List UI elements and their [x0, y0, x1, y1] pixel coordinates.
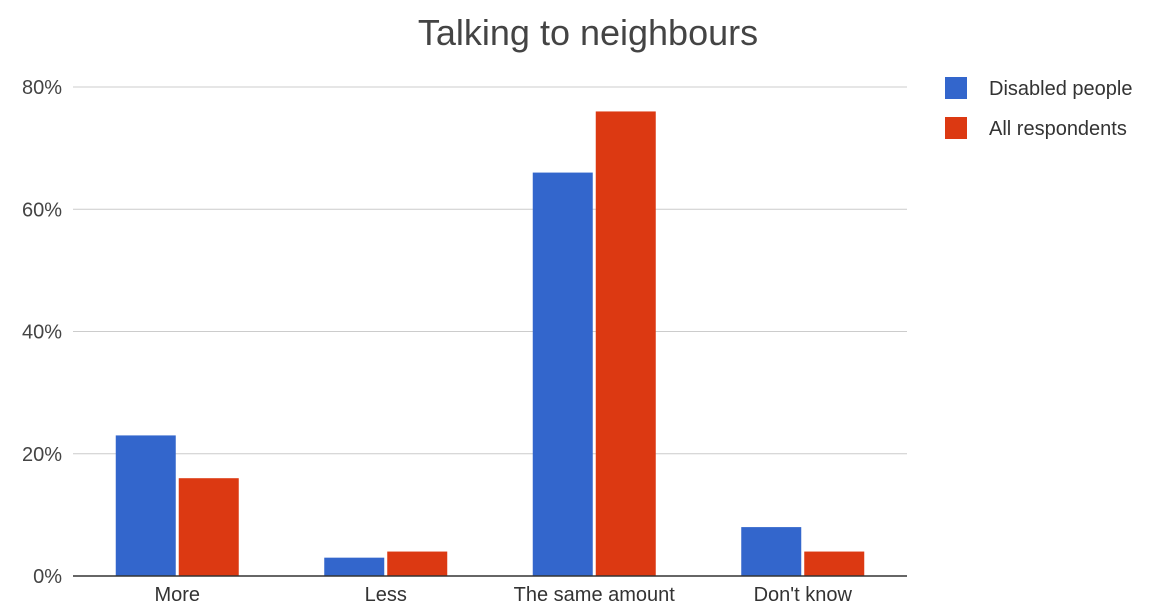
chart-title: Talking to neighbours	[418, 12, 758, 53]
legend: Disabled people All respondents	[945, 77, 1132, 140]
y-tick-label: 40%	[22, 322, 62, 344]
y-tick-label: 20%	[22, 444, 62, 466]
y-tick-label: 60%	[22, 199, 62, 221]
legend-swatch	[945, 117, 967, 139]
legend-label: All respondents	[989, 118, 1127, 140]
y-tick-label: 0%	[33, 566, 62, 588]
y-axis-tick-labels: 0% 20% 40% 60% 80%	[22, 77, 62, 588]
bar-all-respondents-3	[804, 551, 865, 576]
bar-all-respondents-0	[178, 478, 239, 576]
x-category-label: More	[154, 584, 200, 606]
x-category-label: The same amount	[514, 584, 676, 606]
bars	[73, 111, 907, 577]
legend-swatch	[945, 77, 967, 99]
bar-all-respondents-2	[595, 111, 656, 576]
bar-disabled-people-3	[741, 527, 802, 576]
bar-disabled-people-0	[115, 435, 176, 576]
x-category-label: Less	[365, 584, 407, 606]
legend-label: Disabled people	[989, 78, 1132, 100]
bar-disabled-people-2	[532, 172, 593, 576]
y-tick-label: 80%	[22, 77, 62, 99]
gridlines	[73, 86, 907, 455]
bar-disabled-people-1	[324, 557, 385, 576]
x-axis-category-labels: More Less The same amount Don't know	[154, 584, 852, 606]
bar-all-respondents-1	[387, 551, 448, 576]
x-category-label: Don't know	[754, 584, 853, 606]
